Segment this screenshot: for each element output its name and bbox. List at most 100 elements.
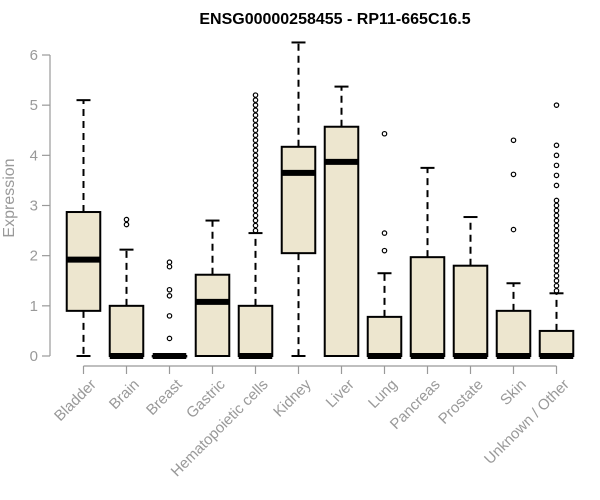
outlier-point bbox=[510, 171, 517, 178]
outlier-point bbox=[252, 167, 259, 174]
outlier-point bbox=[553, 272, 560, 279]
outlier-point bbox=[252, 102, 259, 108]
box-7 bbox=[323, 85, 360, 358]
box-9 bbox=[409, 166, 446, 359]
outlier-point bbox=[381, 247, 388, 254]
outlier-point bbox=[252, 222, 259, 229]
outlier-point bbox=[553, 142, 560, 149]
outlier-point bbox=[166, 286, 173, 293]
outlier-point bbox=[553, 102, 560, 108]
outlier-point bbox=[252, 197, 259, 204]
x-tick-label: Liver bbox=[323, 376, 358, 411]
outlier-point bbox=[252, 172, 259, 179]
outlier-point bbox=[252, 92, 259, 98]
x-tick-label: Prostate bbox=[435, 376, 487, 428]
box-2 bbox=[108, 216, 145, 359]
iqr-box bbox=[452, 264, 489, 358]
outlier-point bbox=[252, 217, 259, 224]
outlier-point bbox=[252, 112, 259, 119]
iqr-box bbox=[538, 329, 575, 357]
box-3 bbox=[151, 259, 188, 359]
outlier-point bbox=[553, 277, 560, 284]
iqr-box bbox=[409, 256, 446, 357]
outlier-point bbox=[252, 187, 259, 194]
outlier-point bbox=[252, 142, 259, 149]
outlier-point bbox=[252, 212, 259, 219]
y-tick-label: 6 bbox=[30, 47, 38, 64]
box-11 bbox=[495, 137, 532, 359]
y-axis-label: Expression bbox=[1, 158, 18, 237]
box-5 bbox=[237, 92, 274, 359]
y-tick-label: 1 bbox=[30, 298, 38, 315]
chart-title: ENSG00000258455 - RP11-665C16.5 bbox=[199, 11, 470, 28]
outlier-point bbox=[123, 216, 130, 223]
outlier-point bbox=[381, 230, 388, 236]
outlier-point bbox=[252, 162, 259, 169]
outlier-point bbox=[553, 197, 560, 204]
box-6 bbox=[280, 41, 317, 357]
outlier-point bbox=[553, 172, 560, 179]
outlier-point bbox=[553, 257, 560, 264]
outlier-point bbox=[252, 207, 259, 214]
x-tick-label: Brain bbox=[106, 376, 143, 413]
outlier-point bbox=[252, 122, 259, 129]
axes: 0 1 2 3 4 5 6 bbox=[30, 47, 557, 367]
outlier-point bbox=[553, 247, 560, 254]
outlier-point bbox=[252, 182, 259, 189]
outlier-point bbox=[553, 252, 560, 259]
x-tick-label: Bladder bbox=[51, 376, 100, 425]
box-10 bbox=[452, 216, 489, 359]
x-tick-label: Skin bbox=[497, 376, 530, 409]
outlier-point bbox=[252, 107, 259, 113]
y-tick-label: 4 bbox=[30, 147, 38, 164]
outlier-point bbox=[252, 177, 259, 184]
outlier-point bbox=[252, 202, 259, 209]
box-12 bbox=[538, 102, 575, 359]
outlier-point bbox=[252, 157, 259, 164]
outlier-point bbox=[381, 130, 388, 137]
outlier-point bbox=[166, 292, 173, 299]
outlier-point bbox=[553, 162, 560, 169]
outlier-point bbox=[553, 282, 560, 289]
outlier-point bbox=[510, 137, 517, 144]
boxes-group bbox=[65, 41, 575, 359]
outlier-point bbox=[252, 192, 259, 199]
outlier-point bbox=[252, 147, 259, 154]
outlier-point bbox=[252, 127, 259, 134]
outlier-point bbox=[252, 132, 259, 139]
outlier-point bbox=[553, 222, 560, 229]
outlier-point bbox=[252, 97, 259, 103]
outlier-point bbox=[553, 207, 560, 214]
outlier-point bbox=[553, 202, 560, 209]
x-tick-label: Kidney bbox=[270, 376, 315, 421]
outlier-point bbox=[252, 117, 259, 124]
outlier-point bbox=[553, 242, 560, 249]
outlier-point bbox=[252, 152, 259, 159]
box-4 bbox=[194, 219, 231, 358]
y-tick-label: 0 bbox=[30, 348, 38, 365]
iqr-box bbox=[366, 315, 403, 357]
outlier-point bbox=[252, 137, 259, 144]
outlier-point bbox=[553, 237, 560, 244]
outlier-point bbox=[553, 217, 560, 224]
outlier-point bbox=[510, 226, 517, 233]
box-1 bbox=[65, 99, 102, 357]
outlier-point bbox=[553, 262, 560, 269]
iqr-box bbox=[194, 273, 231, 358]
iqr-box bbox=[323, 125, 360, 358]
outlier-point bbox=[123, 221, 130, 228]
x-tick-label: Breast bbox=[143, 376, 186, 419]
outlier-point bbox=[553, 182, 560, 189]
box-8 bbox=[366, 130, 403, 359]
outlier-point bbox=[166, 259, 173, 265]
outlier-point bbox=[553, 212, 560, 219]
y-tick-label: 3 bbox=[30, 198, 38, 215]
outlier-point bbox=[553, 152, 560, 159]
outlier-point bbox=[553, 287, 560, 294]
outlier-point bbox=[166, 313, 173, 319]
outlier-point bbox=[166, 263, 173, 270]
iqr-box bbox=[108, 304, 145, 358]
